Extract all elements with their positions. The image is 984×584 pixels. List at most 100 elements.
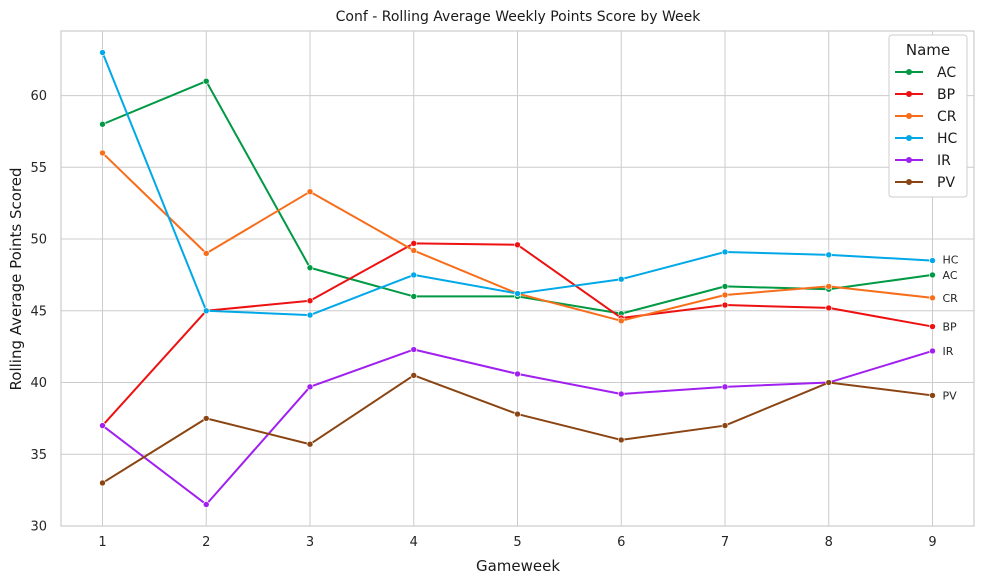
data-point	[202, 501, 210, 508]
end-labels: HC AC CR BP IR PV	[943, 254, 959, 403]
x-tick-label: 7	[721, 535, 729, 550]
data-point	[929, 347, 936, 355]
data-point	[410, 293, 418, 300]
legend-marker	[906, 179, 912, 185]
legend-item: PV	[895, 175, 955, 191]
y-tick-label: 45	[30, 304, 47, 319]
data-point	[514, 241, 521, 249]
data-point	[306, 188, 314, 195]
data-point	[202, 250, 210, 257]
data-point	[99, 479, 106, 487]
data-point	[721, 301, 729, 309]
data-point	[410, 271, 418, 279]
y-axis-label: Rolling Average Points Scored	[7, 168, 25, 391]
data-point	[721, 422, 729, 429]
data-point	[514, 410, 521, 418]
x-tick-label: 9	[928, 535, 936, 550]
legend-label: AC	[937, 65, 956, 81]
legend-item: AC	[895, 65, 956, 81]
data-point	[306, 440, 314, 448]
data-point	[99, 422, 106, 429]
legend-label: HC	[937, 131, 958, 147]
x-axis-label: Gameweek	[476, 557, 560, 575]
data-point	[617, 436, 625, 444]
data-point	[721, 283, 729, 290]
end-label: AC	[943, 269, 958, 282]
legend: Name AC BP CR HC IR PV	[888, 34, 968, 198]
data-point	[721, 248, 729, 256]
legend-item: IR	[895, 153, 951, 169]
end-label: IR	[943, 345, 954, 358]
data-point	[617, 275, 625, 283]
data-point	[929, 323, 936, 330]
legend-box	[888, 34, 968, 198]
data-point	[929, 294, 936, 302]
data-point	[410, 247, 418, 254]
x-tick-label: 2	[202, 535, 210, 550]
data-point	[202, 77, 210, 85]
legend-marker	[906, 69, 912, 75]
data-point	[410, 240, 418, 247]
legend-item: HC	[895, 131, 958, 147]
data-point	[825, 283, 833, 290]
y-tick-label: 50	[30, 233, 47, 248]
end-label: BP	[943, 321, 958, 334]
data-point	[306, 297, 314, 305]
legend-item: BP	[895, 87, 955, 103]
legend-item: CR	[895, 109, 957, 125]
data-point	[825, 251, 833, 259]
series-hc	[99, 49, 936, 319]
legend-title: Name	[906, 41, 950, 59]
legend-marker	[906, 135, 912, 141]
x-tick-label: 8	[825, 535, 833, 550]
data-point	[514, 370, 521, 378]
y-tick-label: 30	[30, 520, 47, 535]
data-point	[410, 372, 418, 379]
data-point	[929, 271, 936, 279]
end-label: PV	[943, 389, 958, 402]
x-tick-label: 4	[410, 535, 418, 550]
legend-label: IR	[937, 153, 951, 169]
series-pv	[99, 372, 936, 487]
end-label: CR	[943, 292, 959, 305]
grid-lines	[61, 31, 974, 527]
y-tick-label: 35	[30, 448, 47, 463]
legend-label: PV	[937, 175, 955, 191]
data-point	[202, 307, 210, 315]
data-point	[929, 257, 936, 264]
data-point	[617, 317, 625, 325]
y-tick-label: 60	[30, 89, 47, 104]
data-point	[514, 290, 521, 297]
data-point	[617, 390, 625, 398]
data-point	[306, 383, 314, 391]
x-tick-label: 6	[617, 535, 625, 550]
legend-marker	[906, 113, 912, 119]
series-lines	[99, 49, 936, 508]
data-point	[99, 149, 106, 157]
data-point	[306, 264, 314, 272]
y-tick-label: 55	[30, 161, 47, 176]
data-point	[929, 392, 936, 399]
chart-title: Conf - Rolling Average Weekly Points Sco…	[336, 9, 702, 25]
x-tick-label: 1	[98, 535, 106, 550]
series-ir	[99, 346, 936, 508]
legend-label: CR	[937, 109, 957, 125]
end-label: HC	[943, 254, 959, 267]
data-point	[99, 120, 106, 128]
legend-marker	[906, 91, 912, 97]
data-point	[99, 49, 106, 56]
data-point	[306, 311, 314, 319]
data-point	[202, 415, 210, 422]
data-point	[410, 346, 418, 353]
plot-frame	[60, 30, 975, 527]
data-point	[721, 291, 729, 299]
data-point	[825, 379, 833, 386]
data-point	[825, 304, 833, 312]
legend-marker	[906, 157, 912, 163]
y-tick-label: 40	[30, 376, 47, 391]
x-tick-label: 3	[306, 535, 314, 550]
data-point	[721, 383, 729, 391]
legend-label: BP	[937, 87, 955, 103]
